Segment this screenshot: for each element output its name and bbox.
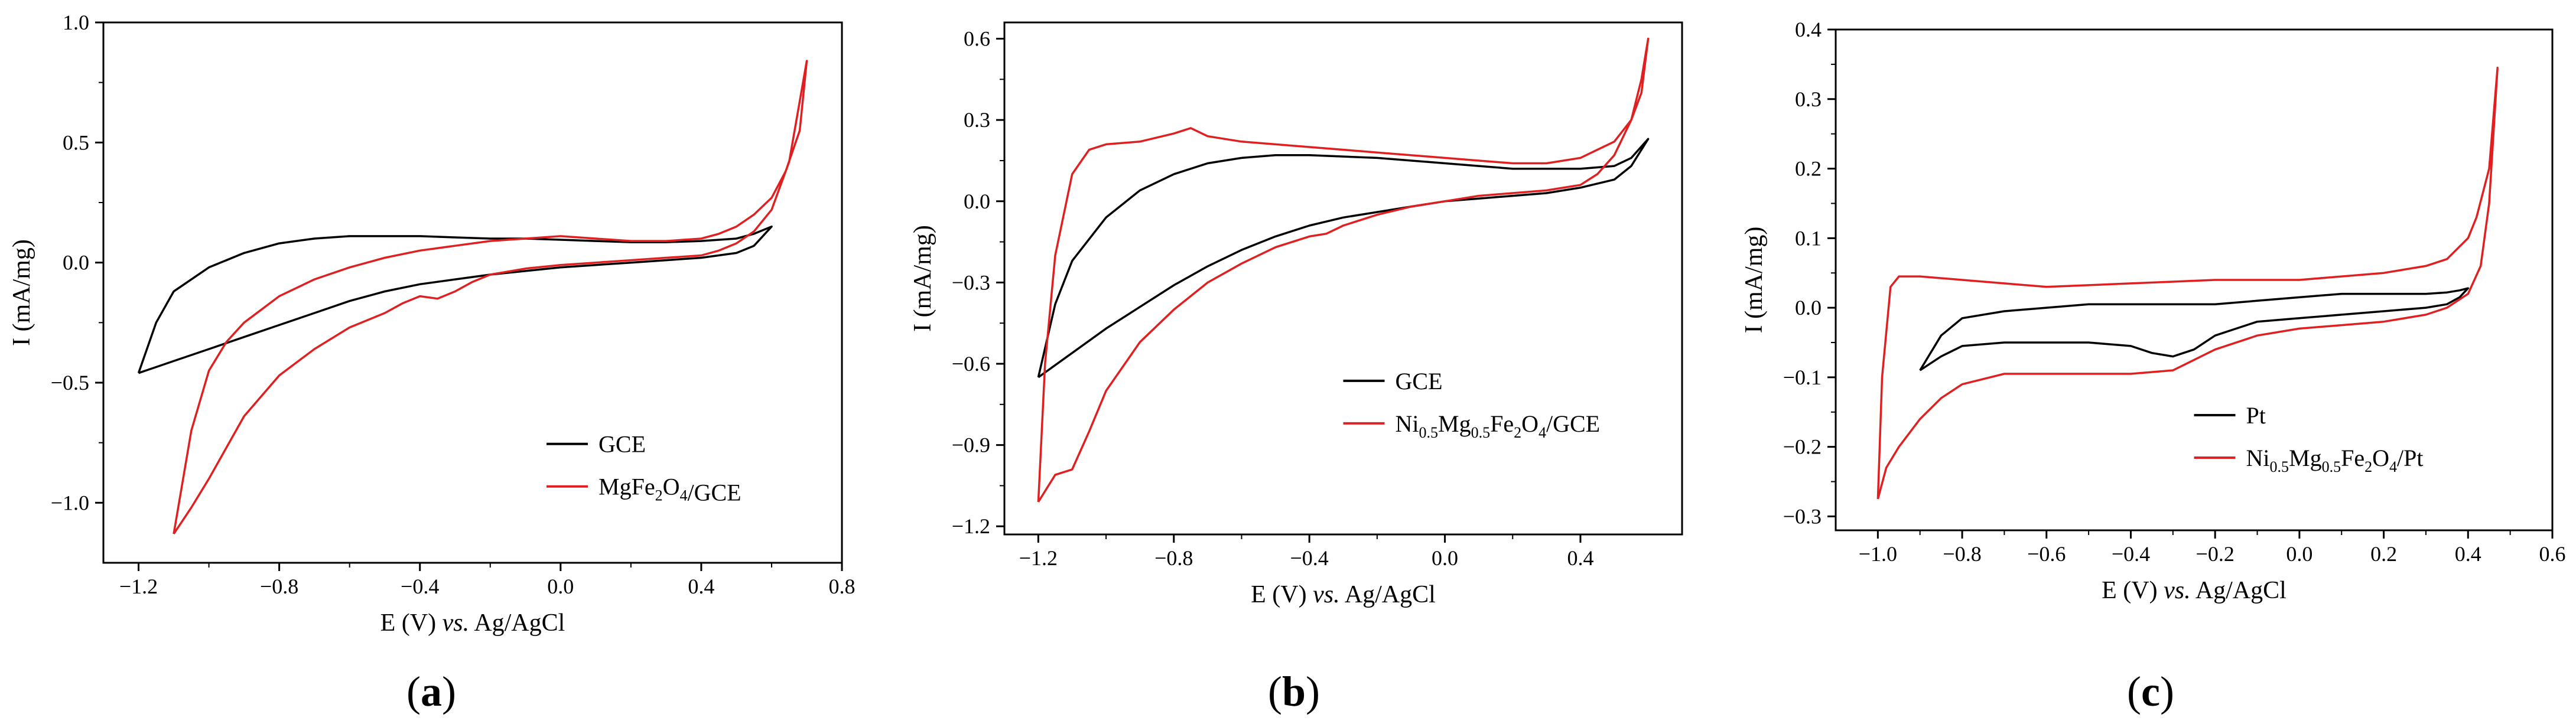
plot-frame: [1835, 28, 2554, 531]
y-tick-label: 0.2: [1795, 157, 1822, 181]
y-tick-label: 0.0: [1795, 296, 1822, 319]
x-tick-label: 0.0: [2286, 542, 2312, 566]
series-line-reference: [137, 225, 773, 374]
x-tick-label: 0.4: [688, 575, 714, 598]
y-tick-label: −0.3: [1783, 504, 1822, 528]
x-tick-label: −0.4: [2112, 542, 2150, 566]
x-tick-label: −0.8: [1943, 542, 1981, 566]
legend-label: MgFe2O4/GCE: [599, 474, 741, 506]
y-tick-label: 0.3: [964, 108, 990, 132]
chart-panel-a: −1.2 −0.8 −0.4 0.0 0.4 0.8 −1.0 −0.5 0.0 0.5 1.0 E …: [8, 11, 856, 715]
legend-label: Pt: [2246, 402, 2266, 429]
legend-label: GCE: [599, 431, 646, 458]
y-tick-label: −0.5: [51, 371, 89, 394]
panel-label: (c): [2127, 668, 2174, 715]
plot-frame: [102, 21, 843, 564]
chart-panel-c: −1.0 −0.8 −0.6 −0.4 −0.2 0.0 0.2 0.4 0.6 −0.3 −0.2…: [1741, 18, 2566, 715]
y-tick-label: 0.0: [964, 190, 990, 213]
y-tick-label: −1.0: [51, 491, 89, 514]
x-tick-label: −0.6: [2027, 542, 2066, 566]
legend-label: GCE: [1396, 368, 1443, 394]
y-tick-label: −0.1: [1783, 366, 1822, 389]
y-tick-label: 0.5: [63, 131, 89, 154]
plot-frame: [1003, 21, 1683, 536]
legend-label: Ni0.5Mg0.5Fe2O4/Pt: [2246, 445, 2424, 475]
x-tick-label: −1.2: [1019, 546, 1058, 570]
panel-label: (b): [1268, 668, 1320, 715]
chart-panel-b: −1.2 −0.8 −0.4 0.0 0.4 −1.2 −0.9 −0.6 −0.3 0.0 0.3…: [909, 21, 1683, 715]
panel-label: (a): [406, 668, 456, 715]
x-tick-label: 0.2: [2370, 542, 2397, 566]
x-tick-label: 0.6: [2539, 542, 2566, 566]
x-tick-label: −0.2: [2196, 542, 2235, 566]
series-line-modified: [173, 60, 808, 535]
x-tick-label: −1.2: [119, 575, 158, 598]
y-tick-label: 0.6: [964, 27, 990, 51]
x-tick-label: −0.8: [260, 575, 298, 598]
series-line-reference: [1919, 287, 2470, 371]
series-line-reference: [1037, 138, 1650, 379]
y-tick-label: −0.6: [952, 352, 990, 376]
x-tick-label: 0.4: [1567, 546, 1593, 570]
y-tick-label: −0.9: [952, 433, 990, 457]
series-line-modified: [1876, 67, 2499, 500]
y-tick-label: 0.3: [1795, 87, 1822, 111]
x-tick-label: −0.4: [401, 575, 439, 598]
y-tick-label: 0.0: [63, 251, 89, 275]
y-tick-label: −0.3: [952, 270, 990, 294]
x-tick-label: −0.4: [1290, 546, 1328, 570]
y-axis-title: I (mA/mg): [1741, 227, 1768, 334]
series-line-modified: [1037, 37, 1650, 503]
x-tick-label: 0.0: [1432, 546, 1458, 570]
x-axis-title: E (V) vs. Ag/AgCl: [380, 609, 565, 637]
y-tick-label: 1.0: [63, 11, 89, 34]
y-tick-label: −0.2: [1783, 435, 1822, 459]
x-tick-label: 0.4: [2455, 542, 2481, 566]
legend-label: Ni0.5Mg0.5Fe2O4/GCE: [1396, 410, 1601, 441]
y-axis-title: I (mA/mg): [8, 239, 35, 346]
x-axis-title: E (V) vs. Ag/AgCl: [2102, 577, 2286, 604]
x-tick-label: −1.0: [1859, 542, 1897, 566]
y-tick-label: 0.1: [1795, 226, 1822, 250]
x-axis-title: E (V) vs. Ag/AgCl: [1251, 581, 1436, 608]
x-tick-label: −0.8: [1154, 546, 1193, 570]
x-tick-label: 0.8: [829, 575, 856, 598]
y-axis-title: I (mA/mg): [909, 225, 936, 332]
x-tick-label: 0.0: [547, 575, 574, 598]
y-tick-label: −1.2: [952, 514, 990, 538]
y-tick-label: 0.4: [1795, 18, 1822, 41]
